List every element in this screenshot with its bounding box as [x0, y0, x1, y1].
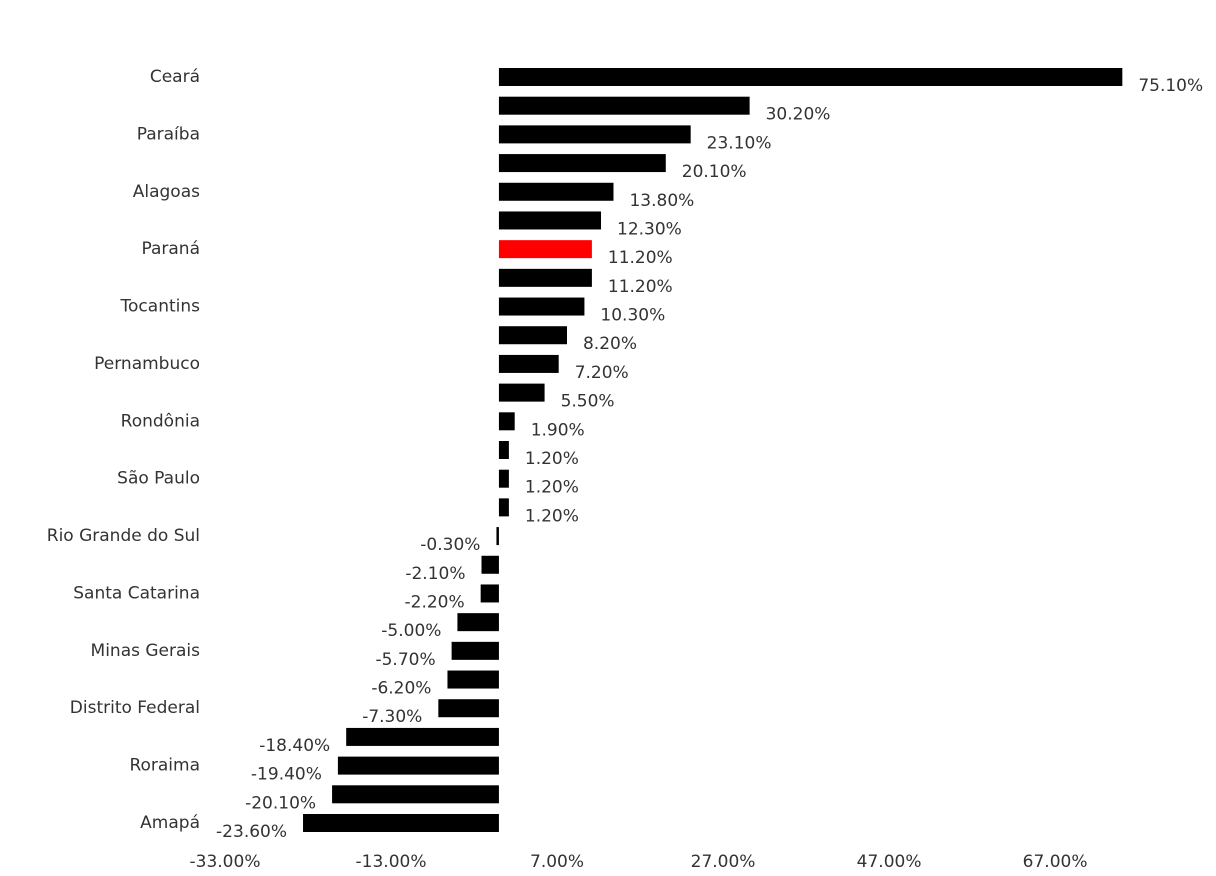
bar	[480, 584, 499, 603]
bar	[498, 125, 691, 144]
value-label: 5.50%	[561, 392, 615, 412]
value-label: -19.40%	[251, 765, 322, 785]
value-label: 1.90%	[531, 420, 585, 440]
value-label: 1.20%	[525, 506, 579, 526]
bar	[498, 268, 592, 287]
value-label: -6.20%	[371, 679, 431, 699]
value-label: 11.20%	[608, 248, 673, 268]
y-tick-label: Pernambuco	[94, 354, 200, 374]
value-label: -23.60%	[216, 822, 287, 842]
y-tick-label: São Paulo	[117, 469, 200, 489]
value-label: 7.20%	[575, 363, 629, 383]
y-tick-label: Alagoas	[133, 182, 200, 202]
value-label: -5.00%	[381, 621, 441, 641]
value-label: 23.10%	[707, 133, 772, 153]
value-label: -0.30%	[420, 535, 480, 555]
x-tick-label: 27.00%	[691, 852, 756, 872]
y-tick-label: Amapá	[140, 813, 200, 833]
bar	[496, 527, 499, 546]
bar	[498, 412, 515, 431]
bar	[498, 469, 509, 488]
value-label: 1.20%	[525, 449, 579, 469]
value-label: 30.20%	[766, 105, 831, 125]
bar	[498, 297, 585, 316]
y-tick-label: Distrito Federal	[70, 698, 200, 718]
bar	[498, 182, 614, 201]
bar	[481, 555, 499, 574]
y-tick-label: Tocantins	[120, 297, 201, 317]
y-tick-label: Minas Gerais	[91, 641, 201, 661]
x-tick-label: -13.00%	[356, 852, 427, 872]
x-tick-label: 47.00%	[857, 852, 922, 872]
bar	[498, 154, 666, 173]
bar	[447, 670, 499, 689]
y-tick-label: Rondônia	[121, 411, 200, 431]
y-tick-label: Ceará	[150, 67, 200, 87]
bar	[303, 814, 499, 832]
bar	[498, 383, 545, 402]
bar	[498, 354, 559, 373]
bar	[498, 68, 1123, 86]
bar	[498, 240, 592, 259]
bar	[498, 326, 567, 345]
bar	[498, 441, 509, 459]
value-label: 75.10%	[1138, 76, 1203, 96]
bar	[498, 211, 602, 230]
x-tick-label: 7.00%	[530, 852, 584, 872]
y-tick-label: Roraima	[129, 756, 200, 776]
y-tick-label: Santa Catarina	[73, 583, 200, 603]
value-label: 13.80%	[629, 191, 694, 211]
value-label: -2.20%	[405, 592, 465, 612]
x-tick-label: -33.00%	[190, 852, 261, 872]
x-tick-label: 67.00%	[1023, 852, 1088, 872]
y-tick-label: Paraíba	[137, 124, 200, 144]
value-label: 8.20%	[583, 334, 637, 354]
value-label: 20.10%	[682, 162, 747, 182]
value-label: -20.10%	[245, 793, 316, 813]
bar	[498, 96, 750, 115]
bar	[457, 613, 499, 632]
value-label: -7.30%	[362, 707, 422, 727]
y-tick-label: Rio Grande do Sul	[47, 526, 200, 546]
value-label: -18.40%	[259, 736, 330, 756]
bar	[498, 498, 509, 517]
value-label: 11.20%	[608, 277, 673, 297]
value-label: 12.30%	[617, 219, 682, 239]
value-label: 10.30%	[600, 306, 665, 326]
value-label: 1.20%	[525, 478, 579, 498]
bar	[346, 727, 499, 746]
bar	[438, 699, 499, 718]
bar	[332, 785, 499, 804]
bar	[337, 756, 499, 775]
value-label: -5.70%	[375, 650, 435, 670]
y-tick-label: Paraná	[141, 239, 200, 259]
value-label: -2.10%	[405, 564, 465, 584]
bar	[451, 641, 499, 660]
